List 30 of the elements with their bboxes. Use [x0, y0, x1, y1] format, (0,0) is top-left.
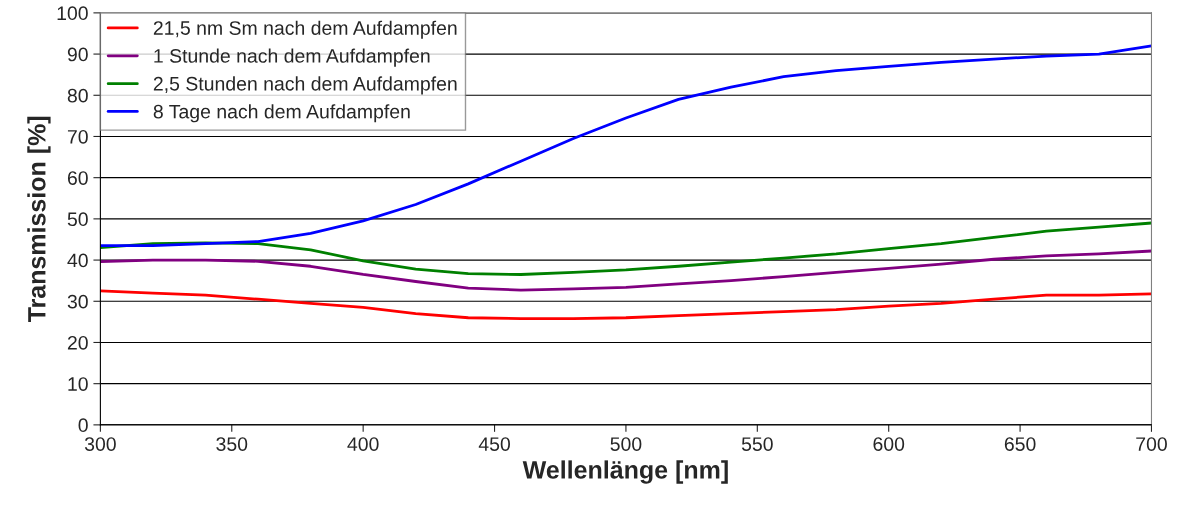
- line-series: [100, 289, 1152, 320]
- y-axis-title: Transmission [%]: [27, 116, 51, 323]
- y-tick-label: 100: [57, 6, 88, 21]
- y-tick-label: 80: [67, 88, 88, 103]
- y-tick-label: 50: [67, 212, 88, 227]
- y-tick-label: 40: [67, 253, 88, 268]
- y-tick-label: 10: [68, 377, 88, 391]
- x-tick-label: 650: [1004, 437, 1036, 451]
- x-axis-title: Wellenlänge [nm]: [522, 460, 728, 484]
- x-tick-label: 300: [84, 437, 116, 451]
- x-tick-label: 400: [347, 437, 379, 451]
- x-tick-label: 600: [873, 437, 905, 451]
- y-tick-label: 30: [67, 294, 88, 309]
- line-series: [100, 44, 1152, 248]
- x-tick-label: 450: [478, 437, 511, 451]
- line-series: [100, 249, 1152, 292]
- x-tick-label: 700: [1136, 437, 1167, 451]
- x-tick-label: 500: [610, 437, 642, 451]
- y-tick-label: 70: [67, 129, 88, 144]
- y-tick-label: 90: [67, 47, 88, 62]
- legend-label: 21,5 nm Sm nach dem Aufdampfen: [153, 20, 457, 39]
- y-tick-label: 60: [67, 171, 88, 185]
- legend-label: 2,5 Stunden nach dem Aufdampfen: [153, 76, 457, 95]
- legend-label: 8 Tage nach dem Aufdampfen: [153, 104, 410, 123]
- y-tick-label: 0: [78, 418, 88, 433]
- y-tick-label: 20: [67, 335, 88, 350]
- legend-label: 1 Stunde nach dem Aufdampfen: [154, 48, 430, 67]
- x-tick-label: 350: [216, 437, 248, 451]
- x-tick-label: 550: [741, 437, 773, 451]
- line-series: [100, 221, 1152, 276]
